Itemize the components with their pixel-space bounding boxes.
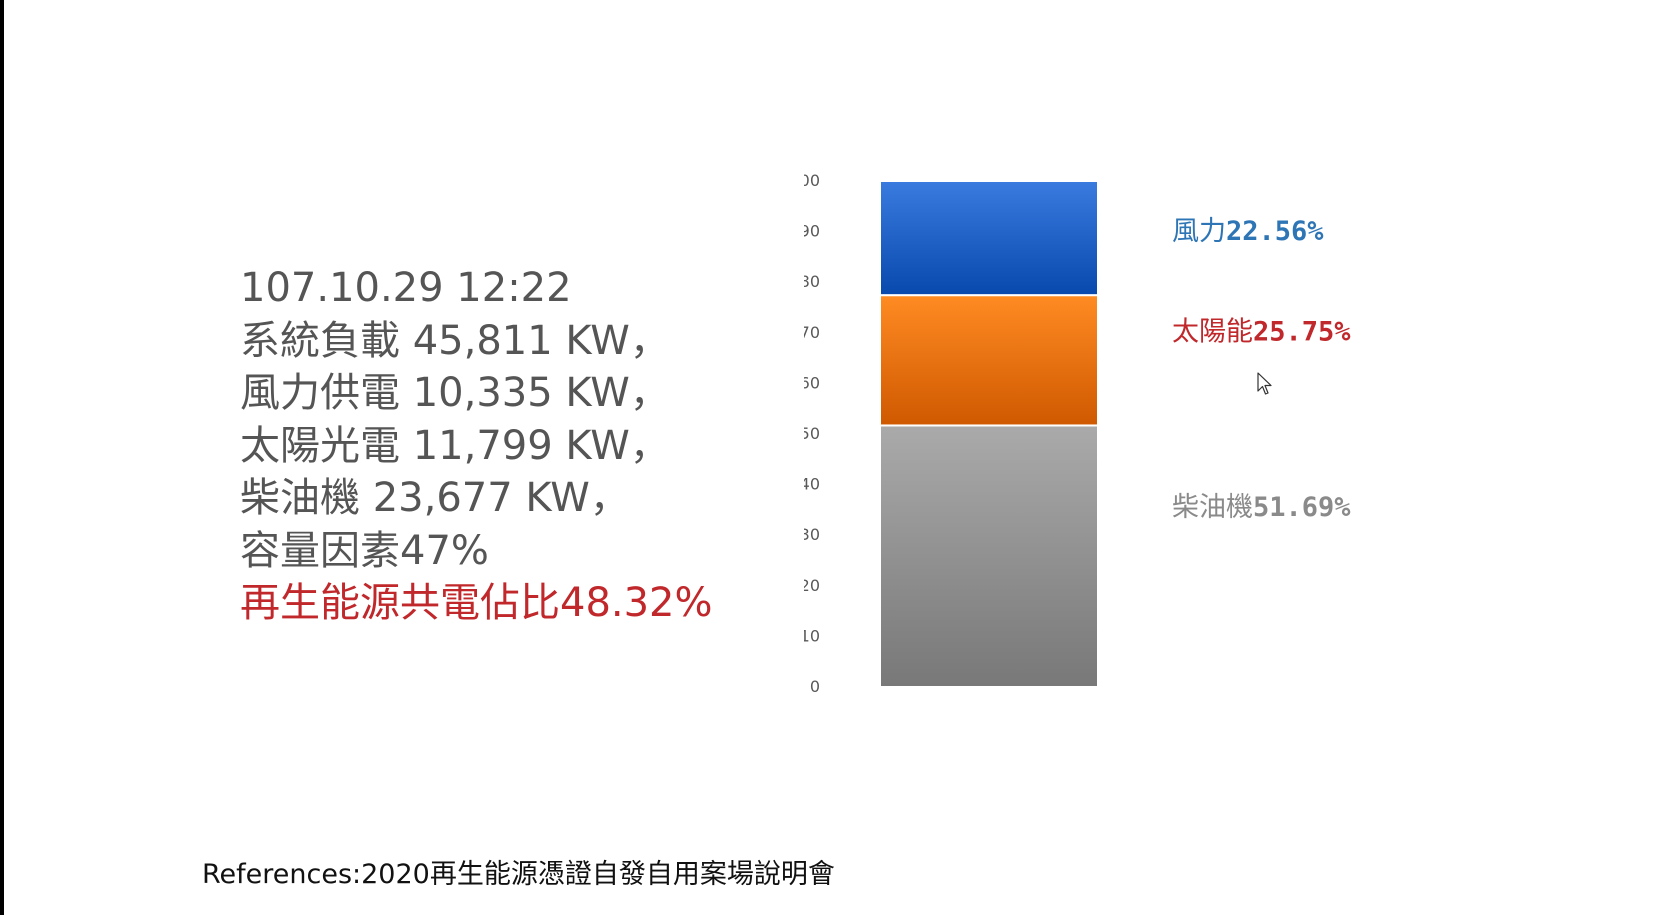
y-tick-label: 10	[804, 626, 820, 645]
legend-entry-solar: 太陽能25.75%	[1172, 316, 1351, 347]
bar-segment-wind	[879, 180, 1099, 297]
legend-entry-diesel: 柴油機51.69%	[1172, 492, 1351, 523]
legend-series-value: 22.56%	[1226, 216, 1324, 247]
stats-timestamp: 107.10.29 12:22	[240, 265, 572, 311]
stats-system-load: 系統負載 45,811 KW，	[240, 317, 670, 364]
chart-svg: 0 10 20 30 40 50 60 70 80 90 100 柴油機51.69% 太陽能25.75…	[804, 171, 1351, 696]
stats-renewable-share: 再生能源共電佔比48.32%	[240, 580, 713, 626]
stacked-bar-chart: 0 10 20 30 40 50 60 70 80 90 100 柴油機51.69% 太陽能25.75…	[804, 170, 1544, 740]
legend-entry-wind: 風力22.56%	[1172, 216, 1324, 247]
stats-diesel-supply: 柴油機 23,677 KW，	[240, 475, 630, 521]
y-tick-label: 80	[804, 272, 820, 291]
bar-segment-solar	[879, 294, 1099, 427]
legend-series-value: 25.75%	[1253, 316, 1351, 347]
legend: 柴油機51.69% 太陽能25.75% 風力22.56%	[1172, 216, 1351, 523]
y-axis: 0 10 20 30 40 50 60 70 80 90 100	[804, 171, 820, 696]
reference-note: References:2020再生能源憑證自發自用案場說明會	[202, 859, 835, 890]
y-tick-label: 60	[804, 373, 820, 392]
stats-solar-supply: 太陽光電 11,799 KW，	[240, 422, 670, 469]
y-tick-label: 50	[804, 424, 820, 443]
legend-series-name: 太陽能	[1172, 316, 1253, 347]
legend-series-name: 風力	[1172, 216, 1226, 247]
stats-capacity-factor: 容量因素47%	[240, 527, 489, 574]
stats-wind-supply: 風力供電 10,335 KW，	[240, 370, 670, 416]
legend-series-value: 51.69%	[1253, 492, 1351, 523]
y-tick-label: 100	[804, 171, 820, 190]
y-tick-label: 0	[810, 677, 820, 696]
y-tick-label: 20	[804, 576, 820, 595]
y-tick-label: 70	[804, 323, 820, 342]
stats-text-block: 107.10.29 12:22 系統負載 45,811 KW， 風力供電 10,…	[240, 262, 713, 630]
slide: 107.10.29 12:22 系統負載 45,811 KW， 風力供電 10,…	[4, 0, 1656, 915]
y-tick-label: 90	[804, 222, 820, 241]
bar-stack	[879, 180, 1099, 688]
y-tick-label: 40	[804, 475, 820, 494]
bar-segment-diesel	[879, 424, 1099, 688]
mouse-pointer-icon	[1257, 372, 1272, 395]
y-tick-label: 30	[804, 525, 820, 544]
legend-series-name: 柴油機	[1172, 492, 1253, 523]
